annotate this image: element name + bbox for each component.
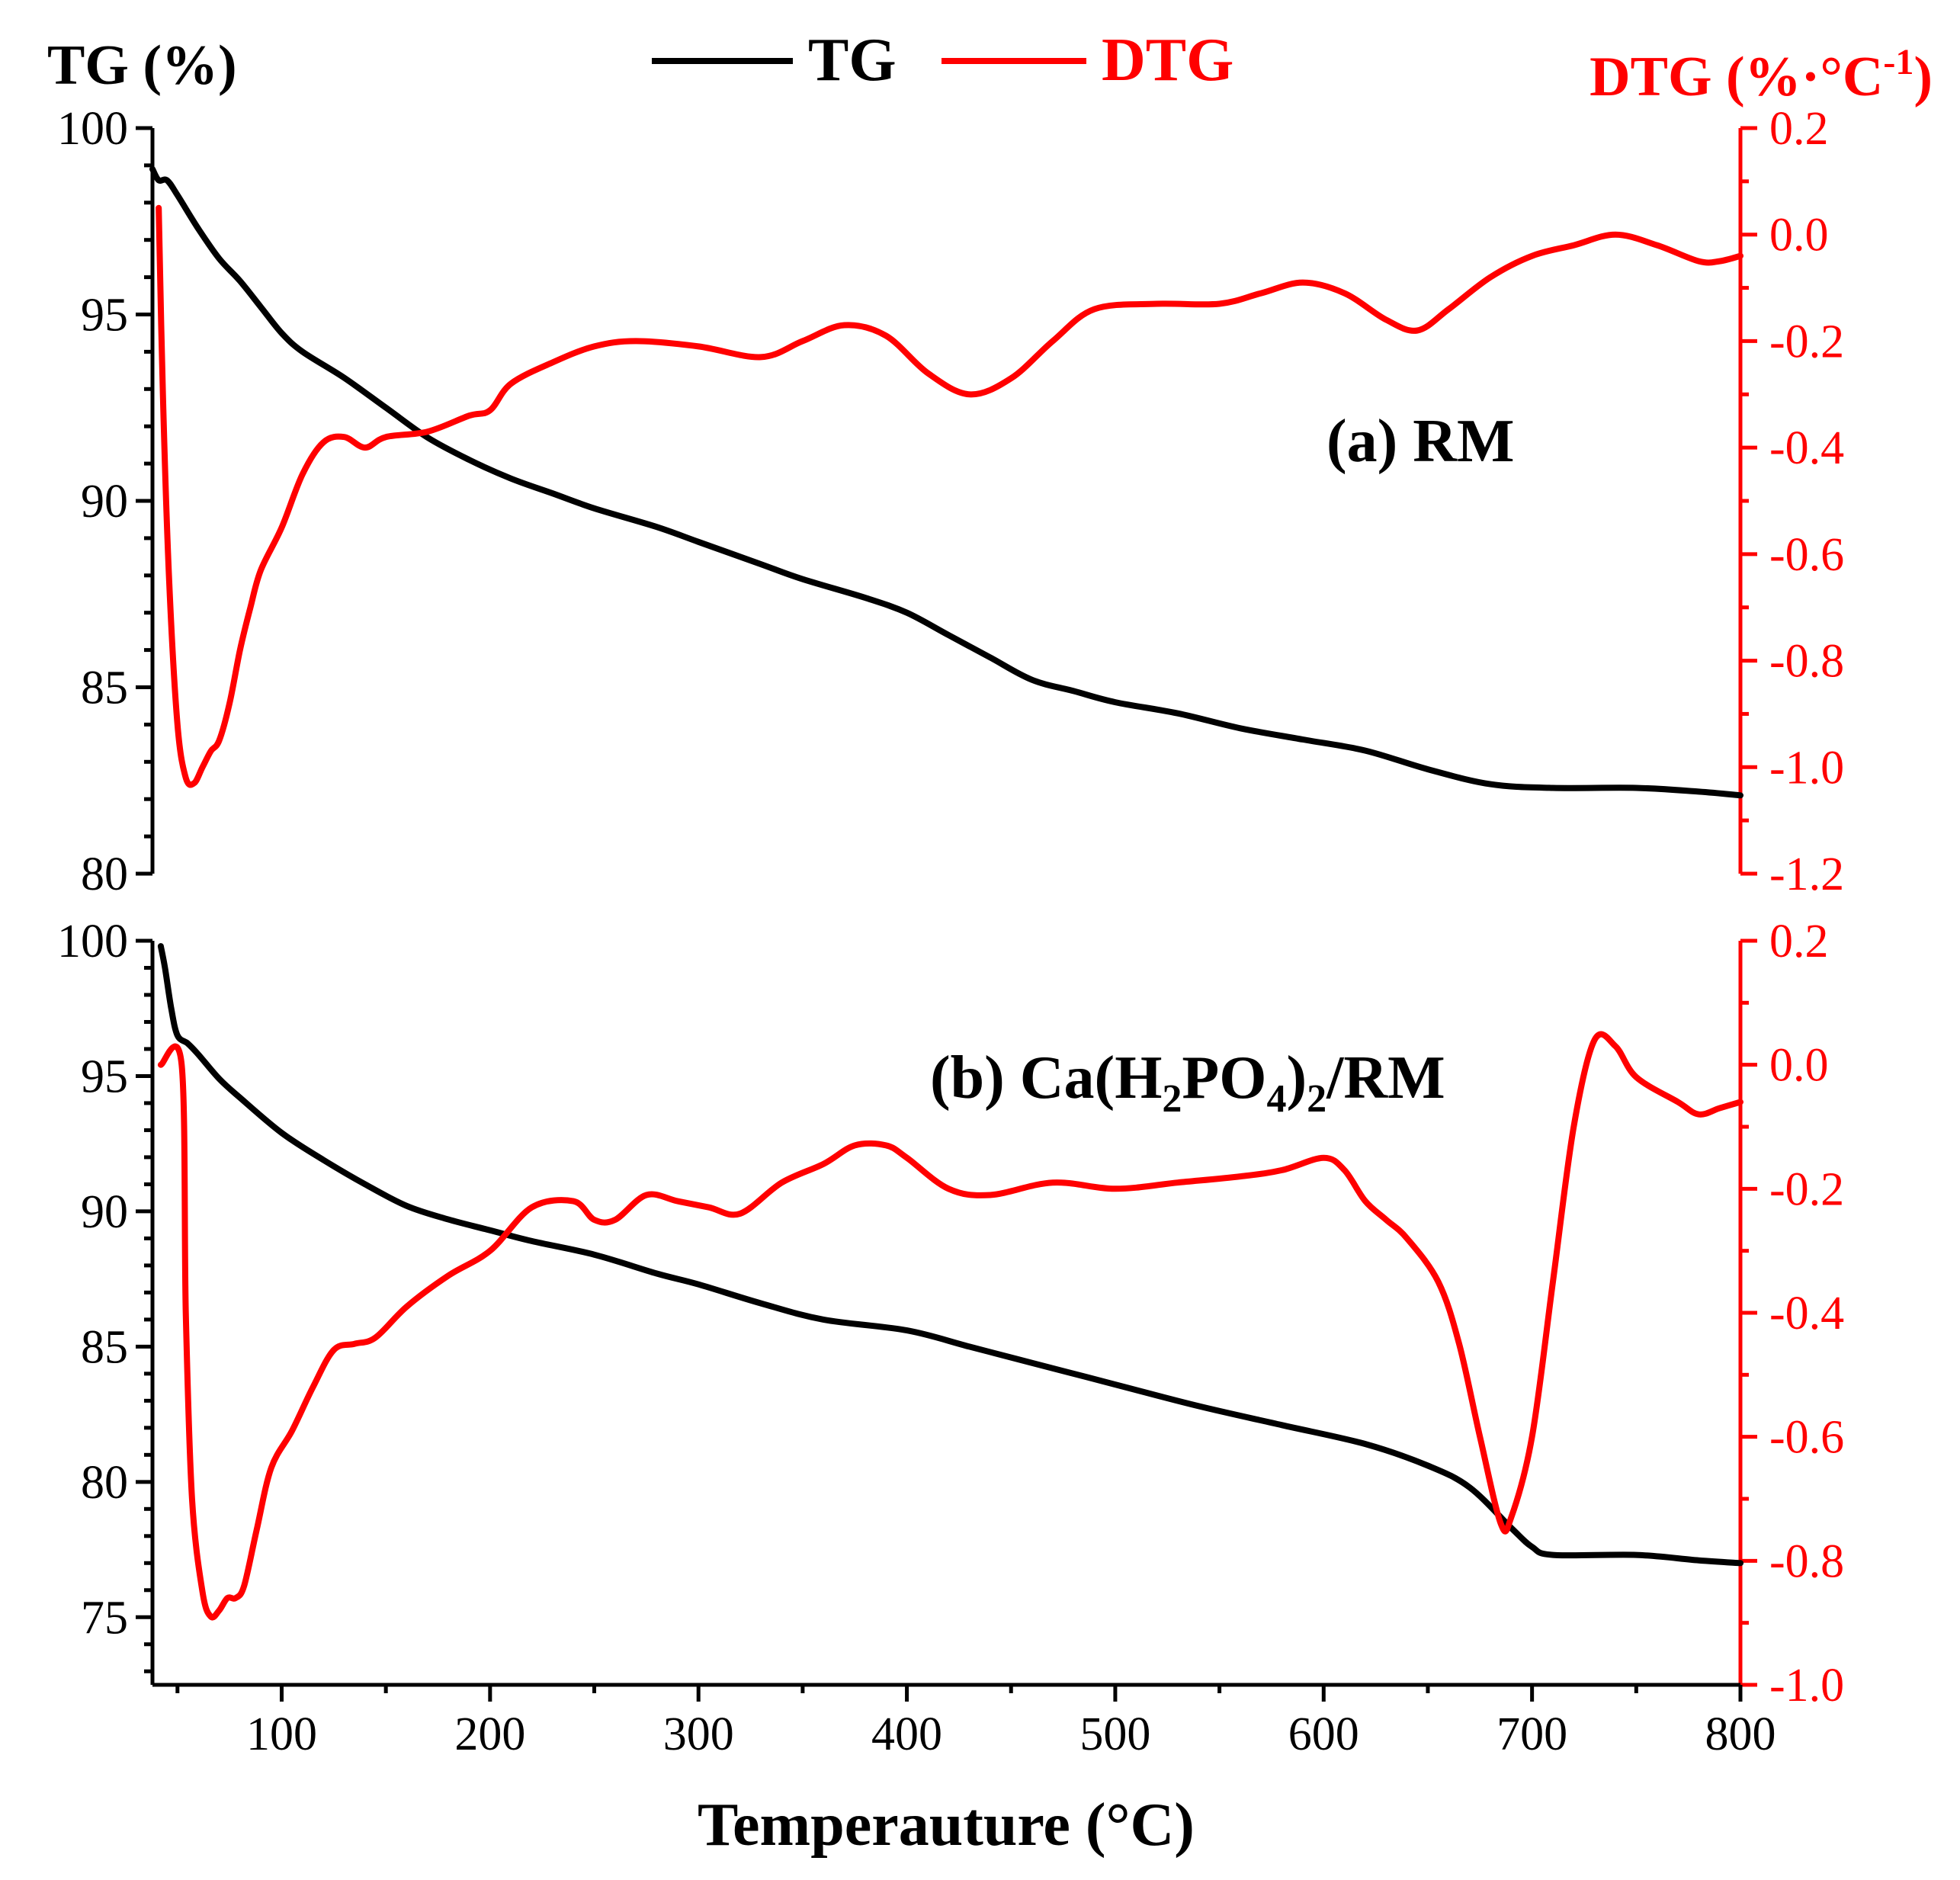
panel-a-tg-curve (149, 165, 1743, 799)
panel-a-dtg-tick-label: -0.8 (1769, 636, 1844, 688)
left-axis-title: TG (%) (47, 34, 237, 97)
panel-b-dtg-ticks: 0.2 0.0 -0.2 -0.4 -0.6 -0.8 -1.0 (1740, 916, 1844, 1712)
panel-a-dtg-tick-label: -1.0 (1769, 742, 1844, 794)
panel-b-tg-tick-label: 95 (81, 1051, 128, 1102)
x-tick-label: 100 (246, 1708, 317, 1760)
panel-b-tg-tick-label: 90 (81, 1186, 128, 1238)
right-axis-title: DTG (%·°C-1) (1589, 42, 1933, 108)
panel-b-dtg-tick-label: 0.2 (1769, 916, 1829, 967)
x-tick-label: 300 (663, 1708, 734, 1760)
panel-b-dtg-curve (157, 1031, 1743, 1621)
panel-b-label: (b) Ca(H2PO4)2/RM (930, 1044, 1445, 1121)
panel-b-dtg-tick-label: -1.0 (1769, 1660, 1844, 1712)
panel-a-dtg-tick-label: 0.0 (1769, 210, 1829, 261)
panel-a-dtg-tick-label: -1.2 (1769, 849, 1844, 900)
panel-a-dtg-tick-label: -0.6 (1769, 529, 1844, 581)
panel-a: 100 95 90 85 80 0.2 0.0 -0.2 -0.4 -0.6 -0.8 -1.0 -1… (57, 103, 1844, 900)
panel-a-tg-tick-label: 80 (81, 849, 128, 900)
legend-dtg-label: DTG (1102, 27, 1233, 94)
legend-tg-label: TG (808, 27, 897, 94)
x-tick-label: 700 (1496, 1708, 1567, 1760)
panel-b-dtg-tick-label: -0.8 (1769, 1535, 1844, 1587)
x-axis-title: Temperauture (°C) (698, 1792, 1195, 1859)
panel-b-tg-tick-label: 75 (81, 1592, 128, 1644)
panel-b-tg-curve (157, 943, 1743, 1567)
panel-b-tg-ticks: 100 95 90 85 80 75 (57, 916, 152, 1673)
panel-a-tg-ticks: 100 95 90 85 80 (57, 103, 152, 900)
panel-b-dtg-tick-label: -0.4 (1769, 1288, 1844, 1339)
panel-b-dtg-tick-label: -0.6 (1769, 1412, 1844, 1464)
panel-a-dtg-curve (156, 204, 1743, 788)
panel-b: 100 95 90 85 80 75 0.2 0.0 -0.2 -0.4 -0.6 -0.8 -1.0… (57, 916, 1844, 1760)
panel-b-tg-tick-label: 100 (57, 916, 128, 967)
x-tick-label: 400 (871, 1708, 942, 1760)
panel-b-dtg-tick-label: 0.0 (1769, 1040, 1829, 1092)
panel-a-dtg-tick-label: 0.2 (1769, 103, 1829, 155)
panel-b-dtg-tick-label: -0.2 (1769, 1163, 1844, 1215)
panel-a-tg-tick-label: 85 (81, 662, 128, 714)
panel-b-tg-tick-label: 80 (81, 1457, 128, 1509)
panel-a-dtg-tick-label: -0.4 (1769, 422, 1844, 474)
x-tick-label: 800 (1705, 1708, 1776, 1760)
panel-a-dtg-tick-label: -0.2 (1769, 316, 1844, 367)
x-tick-label: 200 (454, 1708, 525, 1760)
panel-a-label: (a) RM (1326, 408, 1515, 475)
panel-b-tg-tick-label: 85 (81, 1321, 128, 1373)
legend: TG DTG (652, 27, 1233, 94)
panel-a-tg-tick-label: 95 (81, 290, 128, 342)
panel-a-tg-tick-label: 90 (81, 476, 128, 528)
x-axis-ticks: 100 200 300 400 500 600 700 800 (175, 1685, 1776, 1760)
x-tick-label: 500 (1079, 1708, 1150, 1760)
panel-a-tg-tick-label: 100 (57, 103, 128, 155)
panel-a-dtg-ticks: 0.2 0.0 -0.2 -0.4 -0.6 -0.8 -1.0 -1.2 (1740, 103, 1844, 900)
x-tick-label: 600 (1288, 1708, 1359, 1760)
